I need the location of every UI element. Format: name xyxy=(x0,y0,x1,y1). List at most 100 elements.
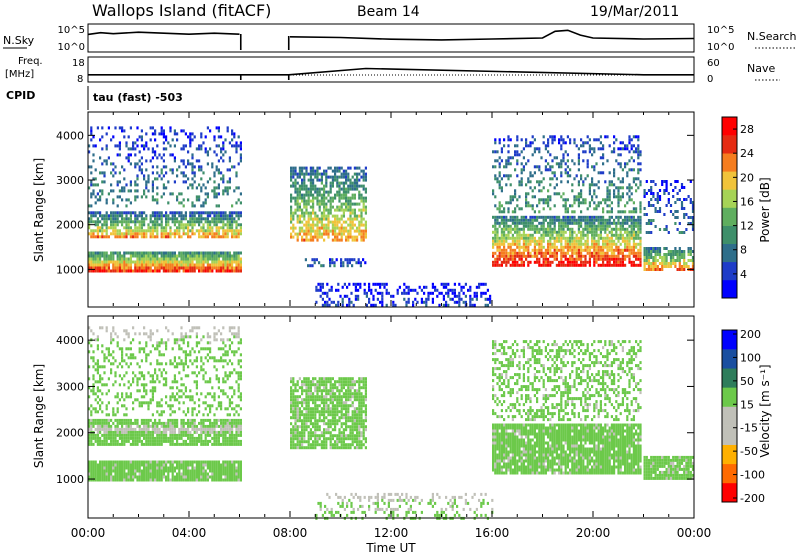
heatmap-cell xyxy=(364,261,367,265)
heatmap-cell xyxy=(176,424,179,428)
heatmap-cell xyxy=(235,260,238,264)
heatmap-cell xyxy=(226,266,229,270)
heatmap-cell xyxy=(169,260,172,264)
heatmap-cell xyxy=(173,427,176,431)
heatmap-cell xyxy=(553,254,556,258)
heatmap-cell xyxy=(105,201,108,205)
heatmap-cell xyxy=(334,172,337,176)
heatmap-cell xyxy=(613,233,616,237)
heatmap-cell xyxy=(340,235,343,239)
heatmap-cell xyxy=(198,235,201,239)
heatmap-cell xyxy=(473,303,476,307)
heatmap-cell xyxy=(562,138,565,142)
heatmap-cell xyxy=(176,260,179,264)
heatmap-cell xyxy=(663,253,666,256)
freq-label-line1: Freq. xyxy=(18,56,43,67)
heatmap-cell xyxy=(469,300,472,304)
heatmap-cell xyxy=(613,183,616,187)
heatmap-cell xyxy=(316,223,319,227)
heatmap-cell xyxy=(588,254,591,258)
heatmap-cell xyxy=(549,239,552,243)
heatmap-cell xyxy=(571,183,574,187)
heatmap-cell xyxy=(165,466,168,470)
heatmap-cell xyxy=(364,232,367,236)
heatmap-cell xyxy=(531,224,534,228)
heatmap-cell xyxy=(615,138,618,142)
heatmap-cell xyxy=(628,141,631,145)
heatmap-cell xyxy=(621,195,624,199)
heatmap-cell xyxy=(195,472,198,476)
heatmap-cell xyxy=(182,147,185,151)
heatmap-cell xyxy=(134,147,137,151)
heatmap-cell xyxy=(169,463,172,467)
heatmap-cell xyxy=(522,147,525,151)
heatmap-cell xyxy=(184,439,187,443)
heatmap-cell xyxy=(334,232,337,236)
heatmap-cell xyxy=(674,250,677,253)
heatmap-cell xyxy=(220,472,223,476)
heatmap-cell xyxy=(160,235,163,239)
heatmap-cell xyxy=(464,282,467,286)
heatmap-cell xyxy=(566,180,569,184)
heatmap-cell xyxy=(202,469,205,473)
heatmap-cell xyxy=(549,251,552,255)
heatmap-cell xyxy=(145,439,148,443)
heatmap-cell xyxy=(527,204,530,208)
heatmap-cell xyxy=(514,239,517,243)
heatmap-cell xyxy=(209,229,212,233)
heatmap-cell xyxy=(360,238,363,242)
heatmap-cell xyxy=(650,219,653,222)
heatmap-cell xyxy=(198,183,201,187)
heatmap-cell xyxy=(538,260,541,264)
heatmap-cell xyxy=(145,424,148,428)
heatmap-cell xyxy=(547,260,550,264)
heatmap-cell xyxy=(101,478,104,482)
heatmap-cell xyxy=(349,187,352,191)
heatmap-cell xyxy=(473,294,476,298)
heatmap-cell xyxy=(107,478,110,482)
heatmap-cell xyxy=(647,189,651,192)
heatmap-cell xyxy=(303,214,306,218)
heatmap-cell xyxy=(96,466,99,470)
heatmap-cell xyxy=(516,227,519,231)
heatmap-cell xyxy=(151,126,154,130)
heatmap-cell xyxy=(357,288,360,292)
heatmap-cell xyxy=(136,195,139,199)
heatmap-cell xyxy=(591,221,594,225)
heatmap-cell xyxy=(187,260,190,264)
heatmap-cell xyxy=(615,186,618,190)
heatmap-cell xyxy=(138,427,141,431)
heatmap-cell xyxy=(200,469,203,473)
heatmap-cell xyxy=(637,153,640,157)
heatmap-cell xyxy=(595,162,598,166)
heatmap-cell xyxy=(103,220,106,224)
heatmap-cell xyxy=(296,196,299,200)
heatmap-cell xyxy=(198,195,201,199)
heatmap-cell xyxy=(198,421,201,425)
heatmap-cell xyxy=(409,288,412,292)
heatmap-cell xyxy=(656,265,659,268)
heatmap-cell xyxy=(405,285,408,289)
heatmap-cell xyxy=(307,196,310,200)
heatmap-cell xyxy=(204,235,207,239)
heatmap-cell xyxy=(151,235,154,239)
heatmap-cell xyxy=(325,226,328,230)
heatmap-cell xyxy=(132,220,135,224)
heatmap-cell xyxy=(237,232,240,236)
heatmap-cell xyxy=(90,229,93,233)
heatmap-cell xyxy=(503,224,506,228)
heatmap-cell xyxy=(171,220,174,224)
heatmap-cell xyxy=(136,424,139,428)
heatmap-cell xyxy=(239,147,242,151)
heatmap-cell xyxy=(360,169,363,173)
heatmap-cell xyxy=(140,478,143,482)
heatmap-cell xyxy=(604,180,607,184)
heatmap-cell xyxy=(171,421,174,425)
heatmap-cell xyxy=(226,475,229,479)
heatmap-cell xyxy=(112,478,115,482)
heatmap-cell xyxy=(558,192,561,196)
heatmap-cell xyxy=(353,214,356,218)
heatmap-cell xyxy=(143,472,146,476)
heatmap-cell xyxy=(325,178,328,182)
heatmap-cell xyxy=(213,138,216,142)
